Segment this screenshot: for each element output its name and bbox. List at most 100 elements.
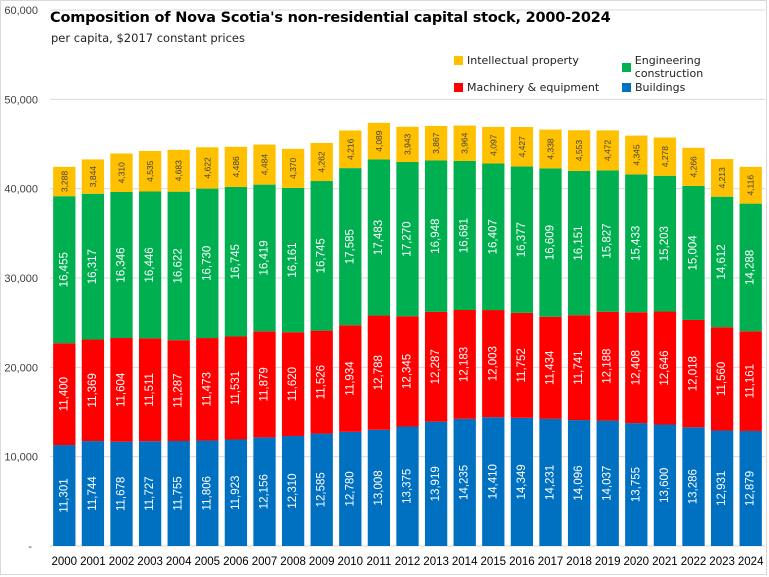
data-label-intellectual-property: 4,427	[517, 136, 527, 158]
bar-segment-intellectual-property	[567, 130, 591, 171]
legend-swatch-intellectual-property	[454, 56, 463, 65]
data-label-machinery-equipment: 11,287	[173, 373, 185, 407]
bar-segment-intellectual-property	[424, 125, 448, 161]
data-label-intellectual-property: 4,266	[689, 156, 699, 178]
data-label-engineering-construction: 16,609	[545, 225, 557, 260]
bar-segment-machinery-equipment	[567, 315, 591, 421]
x-tick-label: 2000	[52, 556, 78, 568]
y-tick-label: 60,000	[4, 5, 38, 17]
bar-segment-intellectual-property	[81, 159, 105, 194]
data-label-engineering-construction: 15,827	[602, 223, 614, 258]
x-tick-label: 2022	[681, 556, 707, 568]
bar-segment-intellectual-property	[482, 126, 505, 164]
legend-label: Buildings	[635, 81, 686, 94]
bar-segment-intellectual-property	[596, 130, 619, 171]
data-label-buildings: 12,585	[316, 472, 328, 507]
bar-segment-machinery-equipment	[367, 315, 391, 430]
bar-segment-intellectual-property	[196, 147, 219, 189]
data-label-machinery-equipment: 11,620	[287, 367, 299, 401]
data-label-engineering-construction: 16,948	[430, 219, 442, 254]
data-label-engineering-construction: 14,612	[716, 244, 728, 279]
legend-swatch-engineering-construction	[622, 62, 631, 72]
data-label-engineering-construction: 17,270	[402, 222, 414, 257]
data-label-buildings: 12,156	[259, 474, 271, 509]
legend-item-intellectual-property: Intellectual property	[454, 54, 579, 67]
data-label-engineering-construction: 16,446	[144, 247, 156, 282]
data-label-buildings: 13,919	[430, 466, 442, 501]
data-label-engineering-construction: 16,151	[573, 225, 585, 260]
bar-segment-buildings	[424, 421, 448, 546]
bar-segment-engineering-construction	[653, 175, 677, 312]
data-label-buildings: 13,008	[373, 470, 385, 505]
data-label-engineering-construction: 16,407	[487, 219, 499, 254]
bar-segment-intellectual-property	[396, 126, 419, 162]
bar-segment-machinery-equipment	[424, 311, 448, 422]
bar-segment-machinery-equipment	[482, 310, 505, 418]
bar-segment-engineering-construction	[81, 193, 105, 340]
data-label-buildings: 13,286	[688, 469, 700, 504]
data-label-buildings: 13,755	[630, 467, 642, 502]
y-tick-label: -	[28, 541, 32, 553]
data-label-engineering-construction: 17,483	[373, 220, 385, 255]
data-label-machinery-equipment: 11,752	[516, 348, 528, 382]
data-label-machinery-equipment: 11,531	[230, 371, 242, 405]
data-label-engineering-construction: 16,377	[516, 222, 528, 257]
bar-segment-engineering-construction	[253, 184, 276, 332]
bar-segment-machinery-equipment	[396, 316, 419, 427]
bar-segment-machinery-equipment	[596, 311, 619, 421]
x-tick-label: 2021	[652, 556, 678, 568]
x-tick-label: 2024	[738, 556, 764, 568]
legend-label: Engineering construction	[634, 54, 704, 80]
data-label-machinery-equipment: 11,934	[344, 361, 356, 396]
bar-segment-buildings	[653, 424, 677, 546]
data-label-intellectual-property: 3,288	[59, 171, 69, 193]
bar-segment-machinery-equipment	[138, 338, 162, 442]
y-tick-label: 10,000	[4, 452, 38, 464]
x-tick-label: 2016	[509, 556, 535, 568]
bar-segment-engineering-construction	[138, 191, 162, 339]
bar-segment-buildings	[739, 430, 762, 546]
data-label-buildings: 11,923	[230, 476, 242, 510]
bar-segment-intellectual-property	[625, 135, 648, 175]
bar-segment-machinery-equipment	[453, 309, 476, 419]
data-label-buildings: 14,235	[459, 465, 471, 500]
data-label-intellectual-property: 4,484	[260, 154, 270, 176]
data-label-machinery-equipment: 12,183	[459, 347, 471, 382]
data-label-buildings: 11,301	[58, 478, 70, 512]
bar-segment-machinery-equipment	[653, 311, 677, 425]
x-tick-label: 2008	[280, 556, 306, 568]
bar-segment-buildings	[453, 418, 476, 546]
x-tick-label: 2019	[595, 556, 621, 568]
data-label-machinery-equipment: 11,741	[573, 350, 585, 384]
bar-segment-intellectual-property	[682, 147, 705, 186]
bar-segment-buildings	[367, 429, 391, 546]
data-label-intellectual-property: 4,553	[574, 140, 584, 162]
x-tick-label: 2018	[566, 556, 592, 568]
data-label-engineering-construction: 16,317	[87, 249, 99, 284]
data-label-intellectual-property: 4,486	[231, 156, 241, 178]
chart-subtitle: per capita, $2017 constant prices	[51, 31, 245, 45]
data-label-intellectual-property: 3,867	[431, 132, 441, 154]
data-label-engineering-construction: 15,004	[688, 235, 700, 271]
bar-segment-machinery-equipment	[196, 338, 219, 441]
bar-segment-intellectual-property	[653, 137, 677, 176]
data-label-buildings: 12,780	[344, 471, 356, 506]
data-label-buildings: 13,600	[659, 468, 671, 503]
legend-swatch-buildings	[622, 83, 631, 92]
data-label-intellectual-property: 3,964	[460, 132, 470, 154]
bar-segment-intellectual-property	[53, 166, 76, 197]
data-label-engineering-construction: 16,419	[259, 240, 271, 275]
bar-segment-buildings	[682, 427, 705, 546]
bar-segment-intellectual-property	[710, 159, 734, 197]
bar-segment-buildings	[710, 430, 734, 546]
bar-segment-intellectual-property	[367, 122, 391, 160]
y-tick-label: 40,000	[4, 184, 38, 196]
bar-segment-buildings	[224, 439, 248, 546]
bar-segment-buildings	[167, 440, 190, 546]
data-label-engineering-construction: 16,346	[116, 247, 128, 282]
bar-segment-buildings	[567, 420, 591, 546]
data-label-intellectual-property: 4,116	[746, 175, 756, 196]
data-label-buildings: 11,806	[201, 476, 213, 510]
x-tick-label: 2004	[166, 556, 192, 568]
